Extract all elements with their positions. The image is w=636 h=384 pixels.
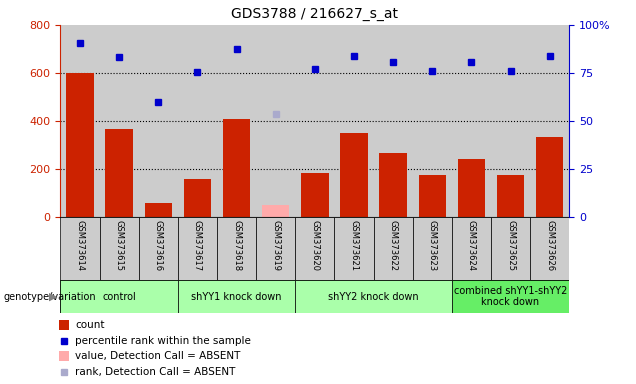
Bar	[60, 280, 178, 313]
Text: GSM373615: GSM373615	[114, 220, 123, 271]
Text: GSM373619: GSM373619	[271, 220, 280, 271]
Text: GSM373616: GSM373616	[154, 220, 163, 271]
Text: ▶: ▶	[49, 291, 57, 302]
Bar	[295, 217, 335, 280]
Text: GSM373625: GSM373625	[506, 220, 515, 271]
Bar	[373, 217, 413, 280]
Bar	[100, 25, 139, 217]
Bar	[106, 129, 133, 217]
Bar	[256, 25, 295, 217]
Bar	[491, 217, 530, 280]
Text: control: control	[102, 291, 136, 302]
Text: combined shYY1-shYY2
knock down: combined shYY1-shYY2 knock down	[454, 286, 567, 308]
Text: GSM373614: GSM373614	[76, 220, 85, 271]
Text: GSM373622: GSM373622	[389, 220, 398, 271]
Bar	[262, 205, 289, 217]
Text: value, Detection Call = ABSENT: value, Detection Call = ABSENT	[75, 351, 240, 361]
Bar	[340, 133, 368, 217]
Text: GSM373618: GSM373618	[232, 220, 241, 271]
Bar	[418, 175, 446, 217]
Text: rank, Detection Call = ABSENT: rank, Detection Call = ABSENT	[75, 367, 235, 377]
Text: shYY1 knock down: shYY1 knock down	[191, 291, 282, 302]
Bar	[60, 217, 100, 280]
Bar	[452, 217, 491, 280]
Bar	[59, 319, 69, 330]
Bar	[178, 25, 217, 217]
Text: GSM373617: GSM373617	[193, 220, 202, 271]
Bar	[184, 179, 211, 217]
Bar	[497, 175, 524, 217]
Bar	[178, 280, 295, 313]
Text: GSM373624: GSM373624	[467, 220, 476, 271]
Text: shYY2 knock down: shYY2 knock down	[328, 291, 419, 302]
Bar	[373, 25, 413, 217]
Bar	[139, 217, 178, 280]
Bar	[60, 25, 100, 217]
Bar	[59, 351, 69, 361]
Bar	[413, 25, 452, 217]
Bar	[223, 119, 250, 217]
Text: GSM373621: GSM373621	[349, 220, 359, 271]
Bar	[100, 217, 139, 280]
Bar	[536, 137, 563, 217]
Text: percentile rank within the sample: percentile rank within the sample	[75, 336, 251, 346]
Bar	[295, 280, 452, 313]
Title: GDS3788 / 216627_s_at: GDS3788 / 216627_s_at	[232, 7, 398, 21]
Bar	[530, 25, 569, 217]
Bar	[380, 153, 407, 217]
Bar	[452, 280, 569, 313]
Text: genotype/variation: genotype/variation	[3, 291, 96, 302]
Bar	[452, 25, 491, 217]
Bar	[491, 25, 530, 217]
Bar	[139, 25, 178, 217]
Bar	[458, 159, 485, 217]
Bar	[144, 203, 172, 217]
Bar	[217, 217, 256, 280]
Text: GSM373623: GSM373623	[428, 220, 437, 271]
Bar	[178, 217, 217, 280]
Text: count: count	[75, 320, 104, 330]
Bar	[66, 73, 93, 217]
Bar	[217, 25, 256, 217]
Bar	[413, 217, 452, 280]
Bar	[335, 25, 373, 217]
Bar	[530, 217, 569, 280]
Text: GSM373620: GSM373620	[310, 220, 319, 271]
Bar	[295, 25, 335, 217]
Bar	[301, 172, 329, 217]
Bar	[335, 217, 373, 280]
Bar	[256, 217, 295, 280]
Text: GSM373626: GSM373626	[545, 220, 554, 271]
